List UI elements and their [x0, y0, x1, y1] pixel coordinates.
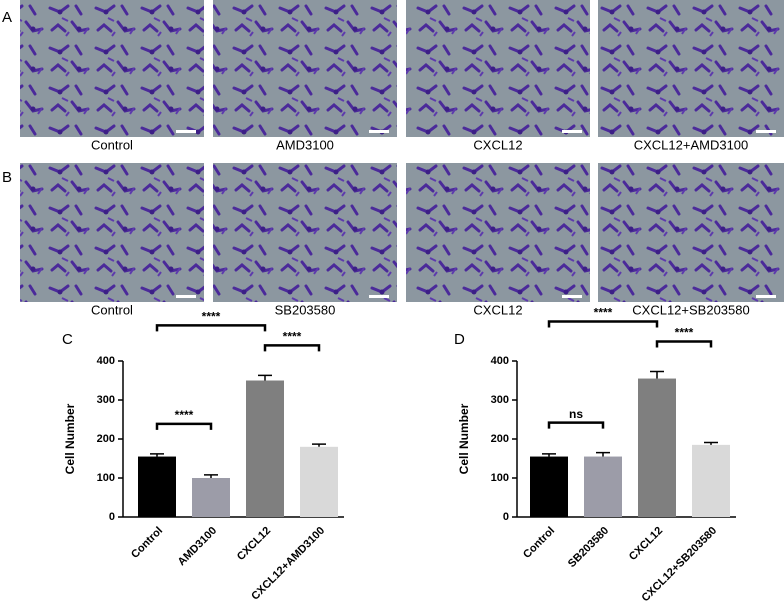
panel-letter: B — [2, 169, 12, 186]
bar — [300, 446, 338, 517]
significance-bracket — [655, 340, 713, 348]
image-caption: CXCL12 — [473, 137, 522, 152]
significance-label: **** — [175, 408, 194, 422]
x-tick-label: SB203580 — [566, 525, 611, 570]
error-bar — [150, 453, 164, 457]
y-tick-label: 0 — [109, 511, 115, 523]
significance-bracket — [263, 344, 321, 352]
image-caption: SB203580 — [275, 302, 336, 317]
error-bar — [258, 374, 272, 381]
x-tick-label: AMD3100 — [176, 525, 220, 569]
y-tick-label: 0 — [503, 511, 509, 523]
y-tick-label: 200 — [491, 433, 509, 445]
micrograph — [213, 0, 397, 137]
significance-label: **** — [675, 326, 694, 340]
micrograph — [406, 163, 590, 302]
y-axis-label: Cell Number — [63, 403, 77, 474]
image-caption: AMD3100 — [276, 137, 334, 152]
panel-letter: D — [454, 331, 465, 348]
scale-bar — [369, 130, 389, 133]
image-caption: CXCL12+SB203580 — [632, 302, 749, 317]
micrograph — [406, 0, 590, 137]
y-tick-label: 300 — [491, 394, 509, 406]
scale-bar — [562, 130, 582, 133]
significance-label: **** — [283, 330, 302, 344]
significance-label: ns — [569, 407, 583, 421]
bar — [192, 478, 230, 517]
micrograph — [598, 0, 784, 137]
bar — [246, 380, 284, 517]
significance-label: **** — [202, 310, 221, 324]
scale-bar — [562, 295, 582, 298]
scale-bar — [176, 295, 196, 298]
x-tick-label: Control — [521, 525, 557, 561]
error-bar — [704, 441, 718, 445]
y-tick-label: 400 — [97, 355, 115, 367]
significance-label: **** — [594, 306, 613, 320]
micrograph — [213, 163, 397, 302]
y-tick-label: 200 — [97, 433, 115, 445]
bar — [584, 456, 622, 517]
scale-bar — [756, 295, 776, 298]
significance-bracket — [155, 422, 213, 430]
micrograph — [20, 0, 204, 137]
y-tick-label: 400 — [491, 355, 509, 367]
image-caption: CXCL12 — [473, 302, 522, 317]
y-tick-label: 100 — [97, 472, 115, 484]
y-axis-label: Cell Number — [457, 403, 471, 474]
bar — [138, 456, 176, 517]
significance-bracket — [547, 421, 605, 429]
bar — [638, 378, 676, 517]
x-tick-label: CXCL12 — [627, 525, 665, 563]
error-bar — [596, 451, 610, 457]
x-tick-label: Control — [129, 525, 165, 561]
bar — [692, 444, 730, 517]
panel-letter: C — [62, 331, 73, 348]
error-bar — [650, 370, 664, 379]
panel-letter: A — [2, 9, 12, 26]
significance-bracket — [155, 324, 267, 332]
scale-bar — [369, 295, 389, 298]
micrograph — [598, 163, 784, 302]
image-caption: Control — [91, 137, 133, 152]
y-tick-label: 300 — [97, 394, 115, 406]
significance-bracket — [547, 320, 659, 328]
error-bar — [204, 474, 218, 478]
scale-bar — [756, 130, 776, 133]
error-bar — [312, 443, 326, 447]
micrograph — [20, 163, 204, 302]
x-tick-label: CXCL12 — [235, 525, 273, 563]
y-tick-label: 100 — [491, 472, 509, 484]
scale-bar — [176, 130, 196, 133]
error-bar — [542, 453, 556, 457]
bar — [530, 456, 568, 517]
image-caption: CXCL12+AMD3100 — [634, 137, 749, 152]
image-caption: Control — [91, 302, 133, 317]
